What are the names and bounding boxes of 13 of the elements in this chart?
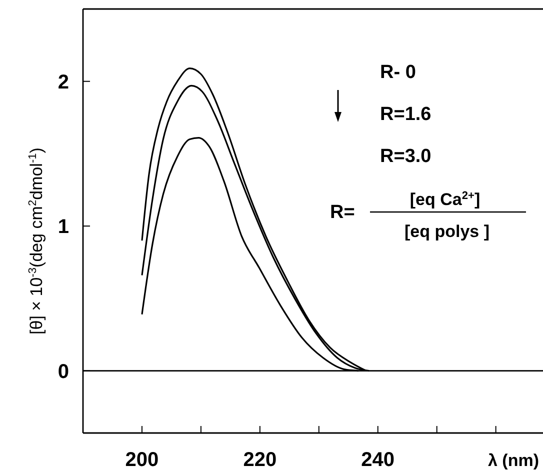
annotation: R- 0 bbox=[380, 62, 416, 83]
annotation: R=1.6 bbox=[380, 104, 432, 125]
annotation: [eq polys ] bbox=[404, 222, 490, 241]
x-tick-label: 240 bbox=[361, 449, 395, 471]
annotation: R=3.0 bbox=[380, 146, 432, 167]
x-tick-label: 220 bbox=[243, 449, 277, 471]
x-tick-label: 200 bbox=[125, 449, 159, 471]
annotation: [eq Ca$^{2+}$] bbox=[410, 190, 480, 209]
y-tick-label: 1 bbox=[58, 216, 69, 238]
x-axis-title: λ (nm) bbox=[488, 451, 539, 470]
y-tick-label: 0 bbox=[58, 360, 69, 383]
y-tick-label: 2 bbox=[58, 71, 69, 94]
annotation: R= bbox=[330, 202, 355, 223]
